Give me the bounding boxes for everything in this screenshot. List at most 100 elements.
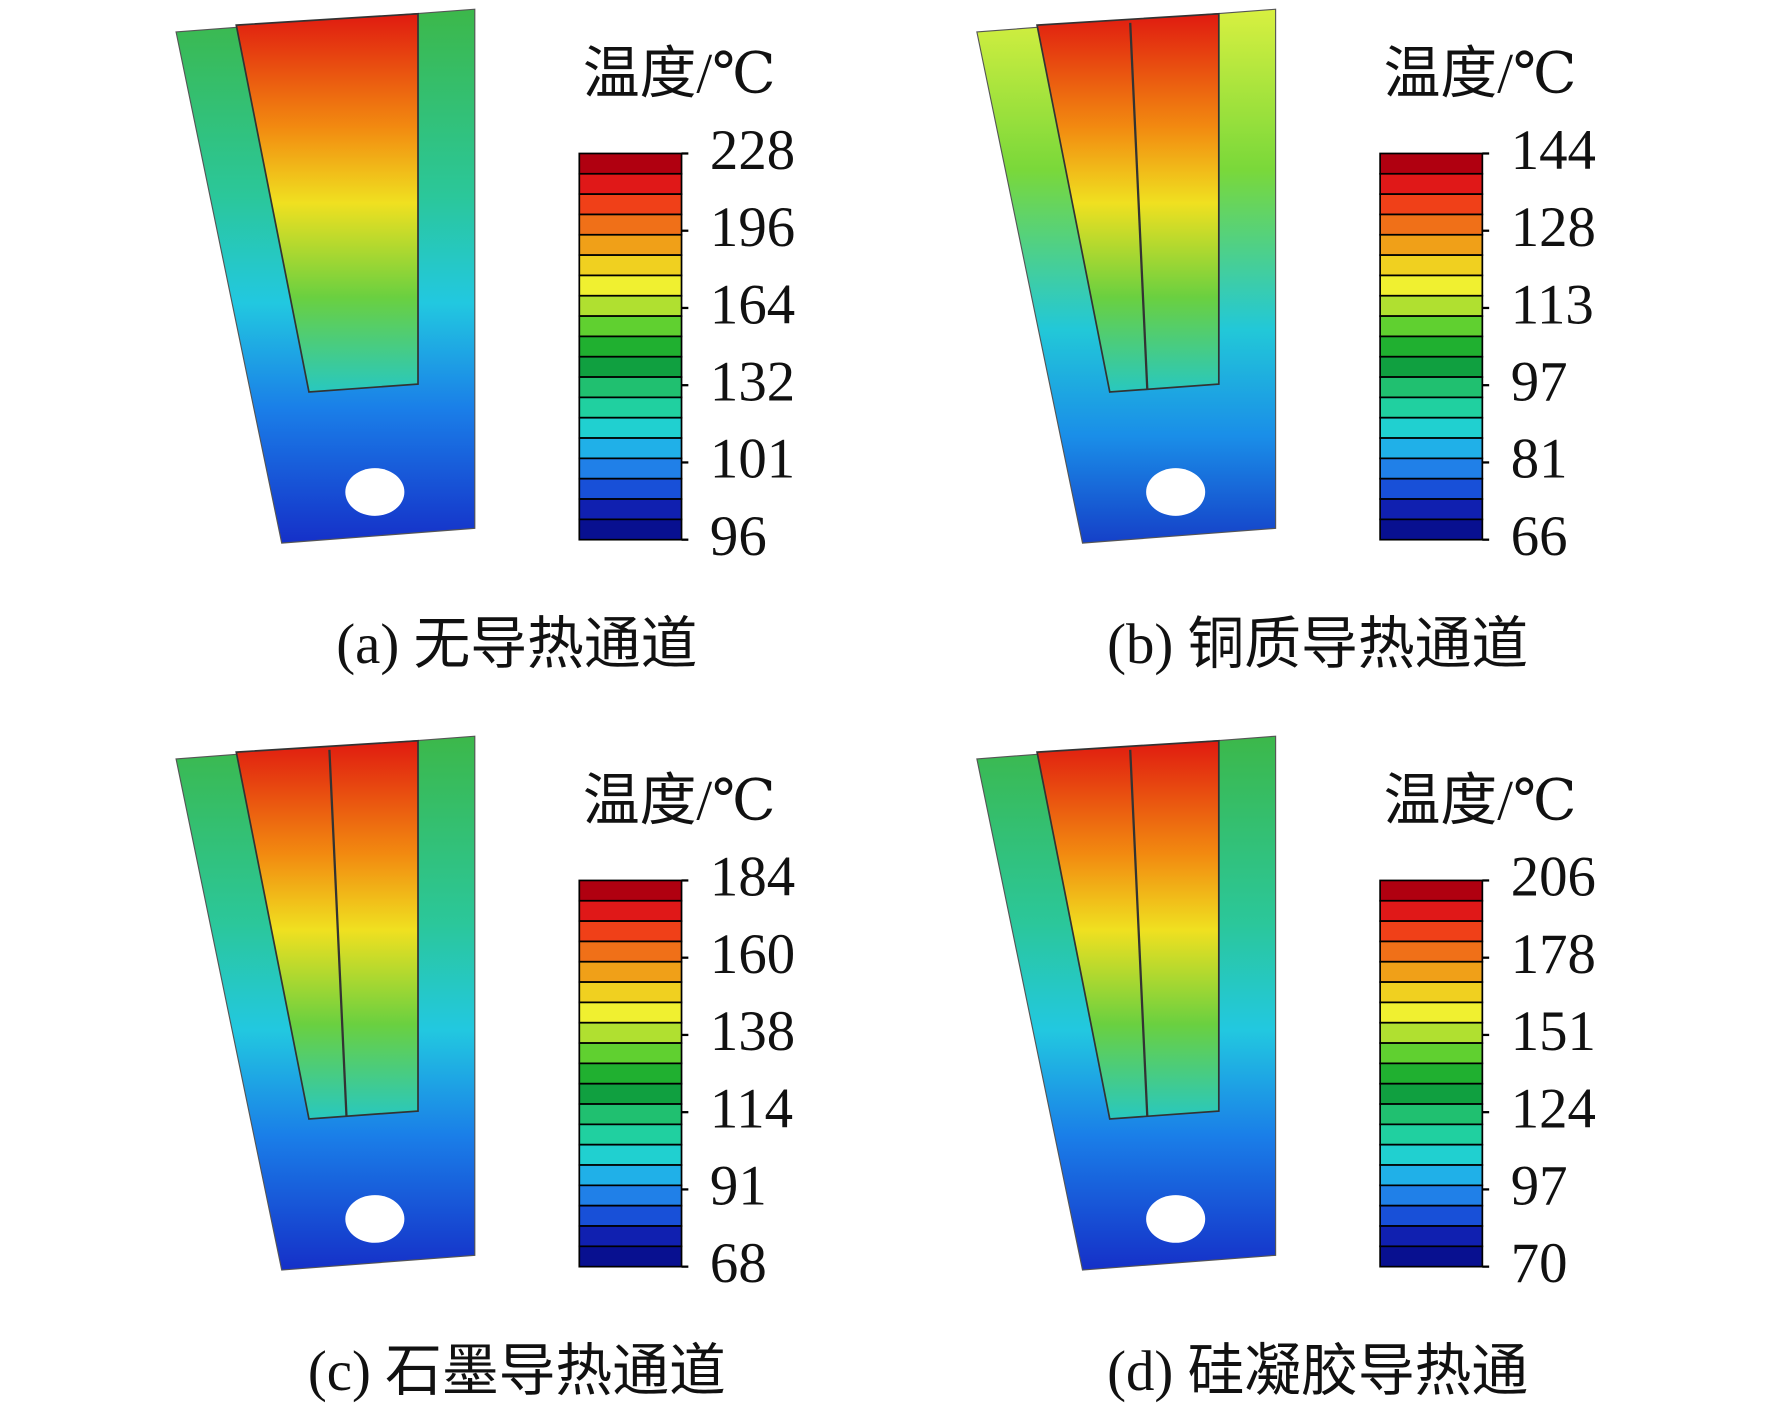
colorbar-band	[578, 477, 683, 500]
colorbar-band	[1379, 1042, 1484, 1065]
colorbar-band	[1379, 1184, 1484, 1207]
colorbar-band	[1379, 981, 1484, 1004]
colorbar-band	[1379, 879, 1484, 902]
colorbar-band	[1379, 396, 1484, 419]
colorbar-tick-label: 196	[710, 196, 795, 259]
colorbar-tick-label: 160	[710, 923, 795, 986]
colorbar-band	[578, 1143, 683, 1166]
colorbar-band	[1379, 172, 1484, 195]
colorbar-tick-label: 128	[1511, 196, 1596, 259]
colorbar-band	[578, 879, 683, 902]
colorbar-tick-label: 114	[710, 1077, 793, 1140]
colorbar-band	[578, 1042, 683, 1065]
colorbar-band	[578, 274, 683, 297]
colorbar-tick-label: 151	[1511, 1000, 1596, 1063]
winding-slot	[235, 739, 419, 1120]
colorbar-band	[1379, 213, 1484, 236]
colorbar-band	[578, 1164, 683, 1187]
colorbar-tick-label: 184	[710, 846, 795, 909]
colorbar-band	[578, 355, 683, 378]
colorbar-band	[1379, 899, 1484, 922]
colorbar-band	[578, 960, 683, 983]
hole	[345, 468, 405, 516]
colorbar-band	[578, 498, 683, 521]
colorbar-band	[578, 335, 683, 358]
channel	[1129, 749, 1149, 1116]
colorbar-label: 温度/℃	[583, 43, 776, 106]
colorbar-band	[1379, 920, 1484, 943]
colorbar-band	[578, 1021, 683, 1044]
colorbar-band	[578, 315, 683, 338]
colorbar-band	[578, 1225, 683, 1248]
colorbar-band	[578, 920, 683, 943]
colorbar-band	[578, 1245, 683, 1268]
colorbar-band	[1379, 315, 1484, 338]
colorbar-band	[1379, 416, 1484, 439]
colorbar-tick-label: 70	[1511, 1232, 1568, 1295]
colorbar-band	[1379, 193, 1484, 216]
colorbar-band	[578, 152, 683, 175]
colorbar-tick-label: 97	[1511, 1155, 1568, 1218]
colorbar-band	[1379, 1021, 1484, 1044]
colorbar-tick-label: 138	[710, 1000, 795, 1063]
colorbar-band	[1379, 1123, 1484, 1146]
colorbar-band	[1379, 294, 1484, 317]
colorbar-band	[1379, 457, 1484, 480]
colorbar-band	[578, 518, 683, 541]
colorbar-tick-label: 97	[1511, 351, 1568, 414]
colorbar-label: 温度/℃	[583, 770, 776, 833]
colorbar-band	[1379, 960, 1484, 983]
colorbar-band	[578, 1204, 683, 1227]
colorbar-band	[1379, 498, 1484, 521]
colorbar-band	[1379, 1164, 1484, 1187]
colorbar-band	[1379, 335, 1484, 358]
colorbar-tick-label: 101	[710, 428, 795, 491]
colorbar-band	[578, 193, 683, 216]
panel: 温度/℃ 228 196 164 132 101 96(a) 无导热通道	[175, 8, 795, 676]
colorbar-tick-label: 81	[1511, 428, 1568, 491]
colorbar-band	[1379, 355, 1484, 378]
panel: 温度/℃ 206 178 151 124 97 70 (d) 硅凝胶导热通	[976, 735, 1596, 1403]
colorbar-band	[1379, 1062, 1484, 1085]
colorbar-band	[1379, 1103, 1484, 1126]
channel	[328, 749, 348, 1116]
colorbar-band	[578, 940, 683, 963]
caption: (c) 石墨导热通道	[308, 1340, 726, 1403]
panel: 温度/℃ 184 160 138 114 91 68 (c) 石墨导热通道	[175, 735, 795, 1403]
colorbar-label: 温度/℃	[1384, 770, 1577, 833]
colorbar-band	[578, 981, 683, 1004]
colorbar-tick-label: 66	[1511, 505, 1568, 568]
colorbar-tick-label: 144	[1511, 119, 1596, 182]
winding-slot	[1036, 739, 1220, 1120]
hole	[345, 1195, 405, 1243]
panel: 温度/℃ 144 128 113 97 81 66 (b) 铜质导热通道	[976, 8, 1596, 676]
colorbar-tick-label: 124	[1511, 1077, 1596, 1140]
colorbar-band	[1379, 437, 1484, 460]
colorbar-band	[1379, 477, 1484, 500]
caption: (b) 铜质导热通道	[1107, 613, 1528, 676]
winding-slot	[1036, 12, 1220, 393]
colorbar-band	[1379, 1082, 1484, 1105]
colorbar-tick-label: 206	[1511, 846, 1596, 909]
caption: (d) 硅凝胶导热通	[1107, 1340, 1528, 1403]
colorbar-band	[1379, 254, 1484, 277]
colorbar-band	[1379, 940, 1484, 963]
colorbar-tick-label: 178	[1511, 923, 1596, 986]
colorbar-band	[1379, 518, 1484, 541]
hole	[1146, 468, 1206, 516]
colorbar-band	[578, 416, 683, 439]
colorbar-band	[1379, 1001, 1484, 1024]
winding-slot	[235, 12, 419, 393]
colorbar-band	[1379, 274, 1484, 297]
colorbar-band	[1379, 152, 1484, 175]
colorbar-label: 温度/℃	[1384, 43, 1577, 106]
colorbar-tick-label: 91	[710, 1155, 767, 1218]
colorbar-band	[1379, 1204, 1484, 1227]
colorbar-band	[1379, 1245, 1484, 1268]
colorbar-tick-label: 228	[710, 119, 795, 182]
colorbar-band	[1379, 1225, 1484, 1248]
colorbar-band	[578, 233, 683, 256]
colorbar-band	[578, 457, 683, 480]
colorbar-band	[578, 1001, 683, 1024]
